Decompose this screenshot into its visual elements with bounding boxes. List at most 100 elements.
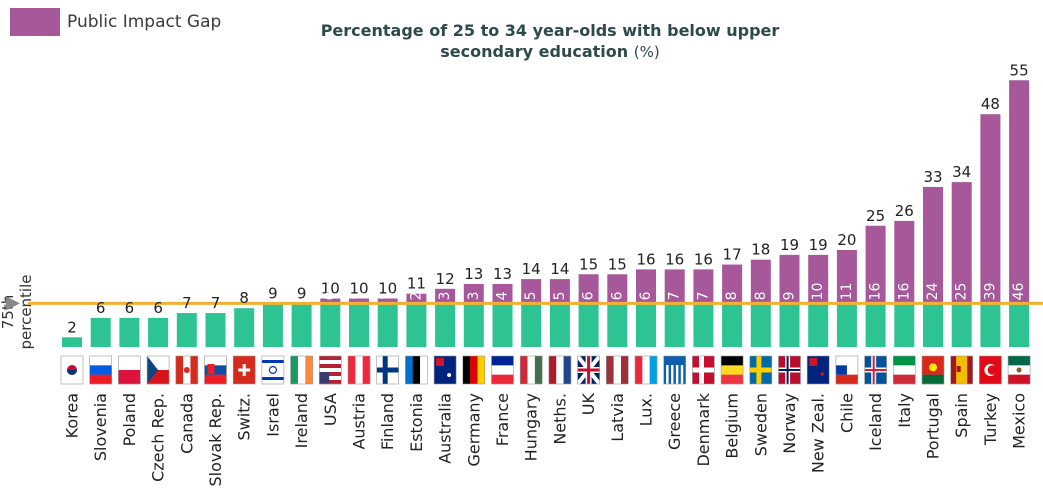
category-label: UK [579,392,598,415]
value-label: 7 [211,294,221,312]
category-label: Norway [780,393,799,454]
category-label: Czech Rep. [149,393,168,482]
bar-gap-New Zeal. [808,254,829,304]
category-label: Slovenia [91,393,110,461]
category-label: Mexico [1010,393,1029,449]
bar-base-Latvia [607,303,628,347]
bar-Israel [262,303,283,347]
flag-au-icon [433,355,457,385]
value-label: 10 [349,280,368,298]
bar-gap-USA [320,298,341,304]
value-label: 8 [239,289,249,307]
bar-base-Norway [779,303,800,347]
flag-ca-icon [175,355,199,385]
gap-label: 2 [408,291,424,300]
category-label: Korea [63,393,82,438]
gap-label: 46 [1011,282,1027,300]
flag-ee-icon [405,355,428,385]
bar-base-Spain [951,303,972,347]
value-label: 34 [952,163,971,181]
flag-tr-icon [979,355,1002,385]
value-label: 20 [837,231,856,249]
bar-Canada [176,313,197,347]
category-label: USA [321,393,340,426]
bar-gap-Lux. [636,269,656,304]
bar-base-Australia [435,303,456,347]
bar-gap-Denmark [693,269,714,304]
flag-nz-icon [806,355,830,385]
bar-base-Austria [349,303,369,347]
category-label: Iceland [866,393,885,451]
bar-Ireland [291,303,312,347]
gap-label: 6 [638,291,654,300]
value-label: 9 [268,284,278,302]
bar-base-UK [578,303,599,347]
threshold-marker [6,296,20,311]
value-label: 55 [1010,61,1029,79]
value-label: 33 [923,168,942,186]
bar-base-Turkey [980,303,1001,347]
category-label: Chile [837,393,856,433]
bar-base-Denmark [693,303,714,347]
value-label: 14 [522,260,541,278]
value-label: 2 [67,318,77,336]
flag-cl-icon [835,355,859,385]
gap-label: 16 [896,282,912,300]
value-label: 18 [751,241,770,259]
bar-base-Mexico [1009,303,1030,347]
gap-label: 8 [724,291,740,300]
value-label: 11 [407,275,426,293]
gap-label: 7 [667,291,683,300]
category-label: France [493,393,512,446]
flag-gb-icon [576,354,602,386]
bar-Slovenia [90,317,111,347]
bar-base-Greece [664,303,685,347]
bar-gap-Iceland [865,225,886,304]
bar-Czech Rep. [148,317,169,347]
flag-ie-icon [290,355,313,385]
bar-gap-Mexico [1009,80,1030,304]
bar-gap-Finland [377,298,398,304]
gap-label: 16 [868,282,884,300]
bar-base-Estonia [406,303,427,347]
bar-base-Finland [377,303,398,347]
category-label: Belgium [723,393,742,459]
category-label: Estonia [407,393,426,452]
value-label: 48 [981,95,1000,113]
gap-label: 1 [380,291,396,300]
flag-si-icon [89,355,112,385]
gap-label: 5 [552,291,568,300]
category-label: Hungary [522,393,541,461]
flag-it-icon [892,355,916,385]
gap-label: 3 [466,291,482,300]
flag-ch-icon [232,355,256,385]
flag-fr-icon [491,355,514,385]
value-label: 7 [182,294,192,312]
bar-base-Belgium [722,303,743,347]
value-label: 15 [608,255,627,273]
gap-label: 10 [810,283,826,301]
flag-hu-icon [519,355,543,385]
value-label: 16 [636,250,655,268]
category-label: Denmark [694,392,713,466]
bar-gap-Greece [664,269,685,304]
flag-mx-icon [1007,355,1031,385]
gap-label: 3 [437,291,453,300]
value-label: 9 [297,284,307,302]
value-label: 6 [125,299,135,317]
bar-base-New Zeal. [808,303,829,347]
bar-gap-Spain [951,182,972,304]
flag-at-icon [347,355,371,385]
flag-sk-icon [204,355,227,385]
gap-label: 6 [609,291,625,300]
bar-base-USA [320,303,341,347]
category-label: New Zeal. [809,393,828,473]
value-label: 15 [579,255,598,273]
bar-gap-Estonia [406,293,427,304]
value-label: 17 [723,246,742,264]
category-label: Australia [436,393,455,464]
bar-gap-Neths. [549,279,570,304]
flag-lu-icon [634,355,658,385]
flag-il-icon [261,355,285,385]
